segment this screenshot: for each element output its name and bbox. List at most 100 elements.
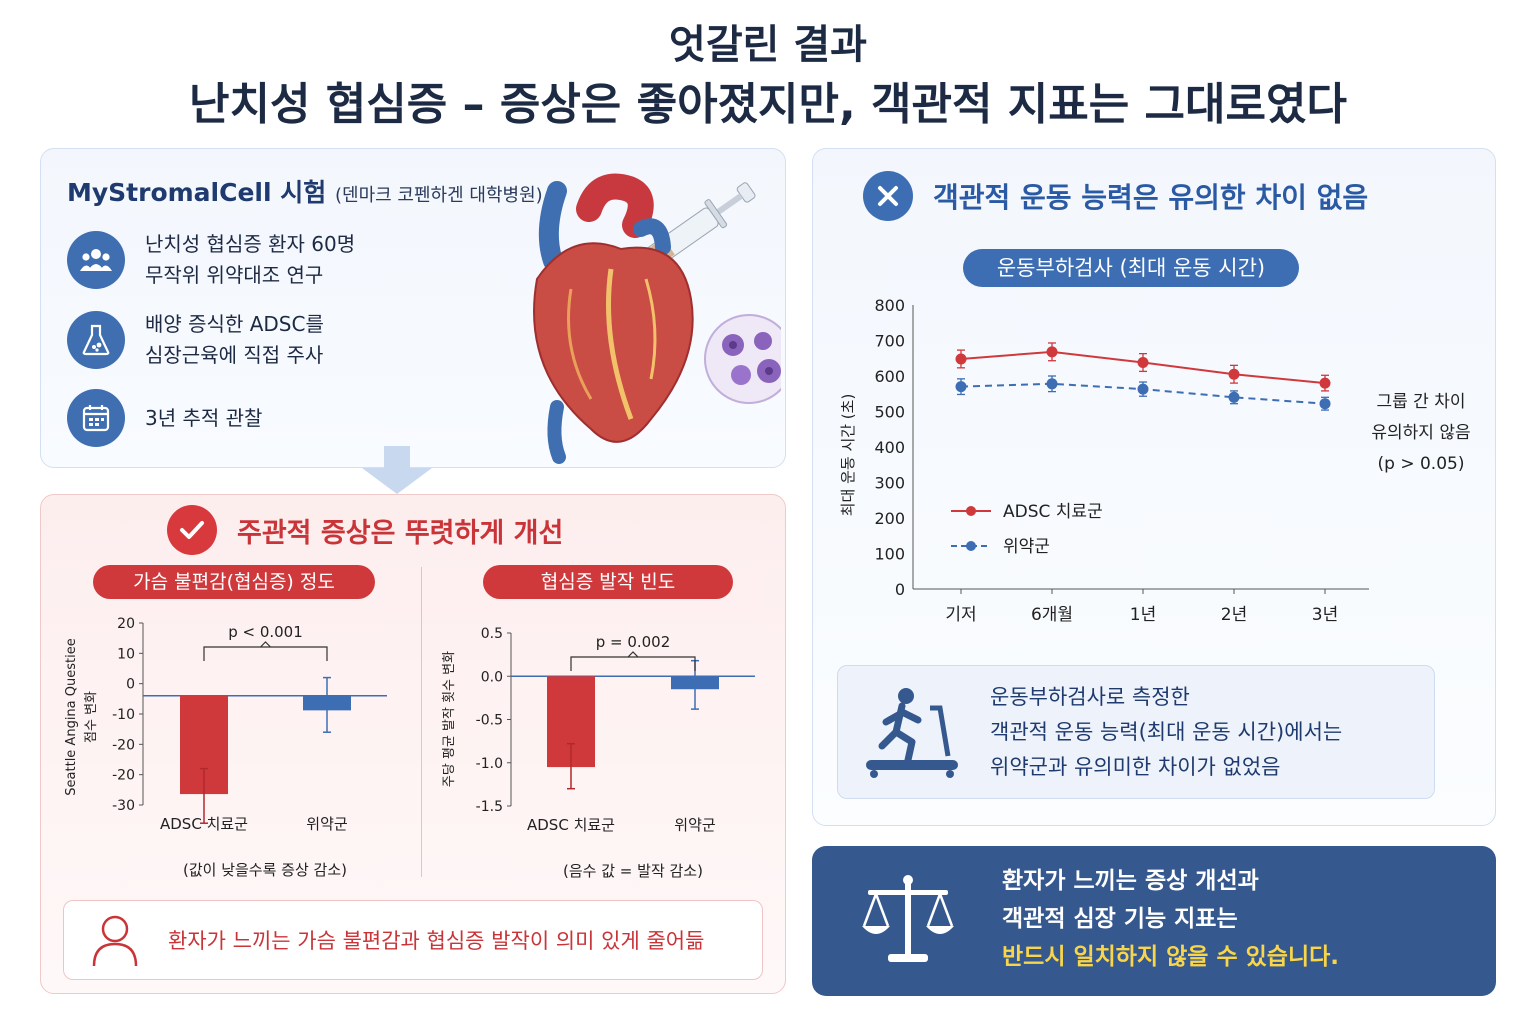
y-tick-label: -1.5 xyxy=(476,799,503,815)
x-tick-label: 위약군 xyxy=(674,816,716,834)
chart1-title: 가슴 불편감(협심증) 정도 xyxy=(93,565,375,599)
page-title-line2: 난치성 협심증 – 증상은 좋아졌지만, 객관적 지표는 그대로였다 xyxy=(189,79,1347,130)
feature-line: 난치성 협심증 환자 60명 xyxy=(145,232,356,256)
annotation-text: (p > 0.05) xyxy=(1378,454,1465,474)
feature-line: 심장근육에 직접 주사 xyxy=(145,343,324,367)
y-axis-label: 주당 평균 발작 횟수 변화 xyxy=(442,651,457,787)
cell-magnifier xyxy=(704,314,781,404)
y-tick-label: -1.0 xyxy=(476,756,503,772)
y-axis-label: 최대 운동 시간 (초) xyxy=(839,394,857,517)
data-point xyxy=(1137,383,1149,395)
heart-illustration xyxy=(533,173,781,464)
significance-label: p = 0.002 xyxy=(596,633,671,651)
study-panel: MyStromalCell 시험 (덴마크 코펜하겐 대학병원) 난치성 협심증… xyxy=(40,148,786,468)
x-tick-label: 1년 xyxy=(1130,605,1156,625)
subjective-heading-text: 주관적 증상은 뚜렷하게 개선 xyxy=(237,517,564,549)
chart3-title: 운동부하검사 (최대 운동 시간) xyxy=(963,249,1299,287)
subjective-panel: 주관적 증상은 뚜렷하게 개선 가슴 불편감(협심증) 정도 협심증 발작 빈도… xyxy=(40,494,786,994)
feature-line: 무작위 위약대조 연구 xyxy=(145,263,324,287)
close-icon xyxy=(863,171,913,221)
objective-heading: 객관적 운동 능력은 유의한 차이 없음 xyxy=(863,171,1368,221)
y-tick-label: 10 xyxy=(117,646,135,662)
y-tick-label: 0 xyxy=(895,580,905,599)
data-point xyxy=(1228,391,1240,403)
significance-label: p < 0.001 xyxy=(228,623,303,641)
x-tick-label: 위약군 xyxy=(306,815,348,833)
objective-note-line: 운동부하검사로 측정한 xyxy=(990,685,1190,709)
y-tick-label: 400 xyxy=(874,438,905,457)
study-title: MyStromalCell 시험 (덴마크 코펜하겐 대학병원) xyxy=(67,173,543,209)
subjective-footer: 환자가 느끼는 가슴 불편감과 협심증 발작이 의미 있게 줄어듦 xyxy=(63,900,763,980)
feature-line: 배양 증식한 ADSC를 xyxy=(145,312,324,336)
x-tick-label: 3년 xyxy=(1312,605,1338,625)
conclusion-line2: 객관적 심장 기능 지표는 xyxy=(1002,906,1238,932)
data-point xyxy=(955,353,967,365)
data-point xyxy=(1319,398,1331,410)
subjective-heading: 주관적 증상은 뚜렷하게 개선 xyxy=(167,505,563,555)
treadmill-icon xyxy=(866,688,958,778)
data-point xyxy=(955,381,967,393)
y-tick-label: 0 xyxy=(126,677,135,693)
data-point xyxy=(1046,378,1058,390)
annotation-text: 그룹 간 차이 xyxy=(1376,392,1465,412)
y-tick-label: 0.0 xyxy=(481,669,503,685)
subjective-footer-text: 환자가 느끼는 가슴 불편감과 협심증 발작이 의미 있게 줄어듦 xyxy=(168,929,705,953)
chart-caption: (값이 낮을수록 증상 감소) xyxy=(183,861,347,879)
x-tick-label: 2년 xyxy=(1221,605,1247,625)
study-subtitle: (덴마크 코펜하겐 대학병원) xyxy=(335,185,543,206)
y-axis-label: Seattle Angina Questiee xyxy=(64,638,79,795)
person-icon xyxy=(92,915,138,967)
data-point xyxy=(1046,346,1058,358)
objective-heading-text: 객관적 운동 능력은 유의한 차이 없음 xyxy=(933,181,1369,214)
y-tick-label: 600 xyxy=(874,367,905,386)
x-tick-label: ADSC 치료군 xyxy=(160,815,248,833)
check-icon xyxy=(167,505,217,555)
feature-followup: 3년 추적 관찰 xyxy=(67,389,262,447)
chart-divider xyxy=(421,567,422,877)
legend-marker xyxy=(966,541,976,551)
legend-label: ADSC 치료군 xyxy=(1003,502,1103,522)
y-tick-label: 700 xyxy=(874,332,905,351)
significance-bracket xyxy=(570,651,696,671)
chart-chest-discomfort: 20 10 0 -10 -20 -20 -30 ADSC 치료군 위약군 p < 0.001 (값이… xyxy=(64,616,387,879)
objective-panel: 객관적 운동 능력은 유의한 차이 없음 운동부하검사 (최대 운동 시간) 0… xyxy=(812,148,1496,826)
chart2-title: 협심증 발작 빈도 xyxy=(483,565,733,599)
annotation-text: 유의하지 않음 xyxy=(1371,423,1470,443)
y-tick-label: 200 xyxy=(874,509,905,528)
calendar-icon xyxy=(67,389,125,447)
flask-icon xyxy=(67,311,125,369)
objective-note-line: 객관적 운동 능력(최대 운동 시간)에서는 xyxy=(990,720,1343,744)
y-tick-label: 20 xyxy=(117,616,135,632)
y-axis-label: 점수 변화 xyxy=(84,691,99,743)
y-tick-label: 800 xyxy=(874,296,905,315)
scale-icon xyxy=(862,875,954,962)
legend-marker xyxy=(966,506,976,516)
data-point xyxy=(1137,357,1149,369)
x-tick-label: 6개월 xyxy=(1031,605,1073,625)
chart-angina-frequency: 0.5 0.0 -0.5 -1.0 -1.5 ADSC 치료군 위약군 p = 0.002 (음… xyxy=(442,626,755,880)
people-icon xyxy=(67,231,125,289)
y-tick-label: 100 xyxy=(874,545,905,564)
conclusion-line1: 환자가 느끼는 증상 개선과 xyxy=(1002,868,1259,894)
down-arrow-icon xyxy=(362,446,432,494)
page-title-line1: 엇갈린 결과 xyxy=(669,22,867,68)
y-tick-label: 500 xyxy=(874,403,905,422)
x-tick-label: 기저 xyxy=(945,605,976,625)
y-tick-label: 0.5 xyxy=(481,626,503,642)
conclusion-line3: 반드시 일치하지 않을 수 있습니다. xyxy=(1002,944,1340,970)
data-point xyxy=(1319,377,1331,389)
y-tick-label: -10 xyxy=(112,707,135,723)
legend-label: 위약군 xyxy=(1003,537,1050,557)
y-tick-label: -0.5 xyxy=(476,713,503,729)
y-tick-label: -20 xyxy=(112,737,135,753)
conclusion-panel: 환자가 느끼는 증상 개선과 객관적 심장 기능 지표는 반드시 일치하지 않을… xyxy=(812,846,1496,996)
chart-caption: (음수 값 = 발작 감소) xyxy=(563,862,703,880)
objective-note: 운동부하검사로 측정한 객관적 운동 능력(최대 운동 시간)에서는 위약군과 … xyxy=(837,665,1435,799)
data-point xyxy=(1228,368,1240,380)
y-tick-label: -20 xyxy=(112,768,135,784)
y-tick-label: -30 xyxy=(112,798,135,814)
objective-note-line: 위약군과 유의미한 차이가 없었음 xyxy=(990,755,1281,779)
chart-exercise-time: 0 100 200 300 400 500 600 700 800 기저 6개월 1년 2년 3년 최대 운… xyxy=(839,296,1471,625)
x-tick-label: ADSC 치료군 xyxy=(527,816,615,834)
